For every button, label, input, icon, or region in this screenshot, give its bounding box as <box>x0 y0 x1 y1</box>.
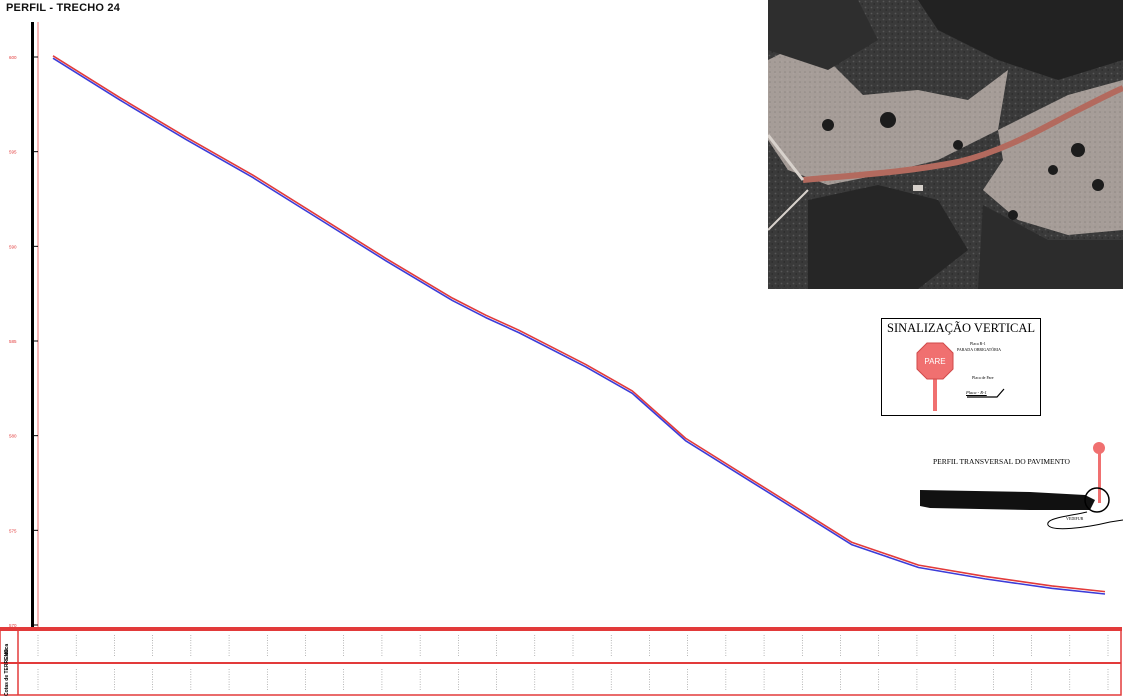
stop-sign-text: PARE <box>924 357 945 366</box>
profile-data-table <box>0 627 1122 696</box>
signal-legend-title: SINALIZAÇÃO VERTICAL <box>887 321 1035 335</box>
y-tick-label: 600 <box>9 55 17 60</box>
y-axis-ticks: 600 595 590 585 580 575 570 <box>9 55 38 628</box>
signal-legend-sub2: PARADA OBRIGATÓRIA <box>957 347 1001 352</box>
signal-legend-sub3: Placa de Pare <box>972 375 994 380</box>
y-axis-bar <box>31 22 34 627</box>
table-row-label-cotas: Cotas de TERRENO <box>4 649 10 696</box>
signal-legend-sub4: Placa - R-1 <box>966 390 987 395</box>
profile-title: PERFIL - TRECHO 24 <box>6 2 121 14</box>
y-tick-label: 580 <box>9 434 17 439</box>
y-tick-label: 585 <box>9 339 17 344</box>
signal-legend-sub1: Placa R-1 <box>970 341 986 346</box>
pavement-sub-label: VEDIFUR <box>1066 516 1084 521</box>
profile-lines <box>52 55 1106 595</box>
y-tick-label: 570 <box>9 623 17 628</box>
y-tick-label: 595 <box>9 150 17 155</box>
profile-line-lower <box>52 57 1106 595</box>
pavement-cross-section <box>920 442 1123 530</box>
y-tick-label: 590 <box>9 244 17 249</box>
aerial-photo <box>768 0 1123 289</box>
stop-sign-graphic: PARE <box>916 342 1005 411</box>
pavement-title: PERFIL TRANSVERSAL DO PAVIMENTO <box>933 457 1070 466</box>
table-columns <box>37 635 1109 691</box>
profile-line-upper <box>52 55 1106 593</box>
y-tick-label: 575 <box>9 528 17 533</box>
signal-legend: PARE SINALIZAÇÃO VERTICAL Placa R-1 PARA… <box>881 318 1041 416</box>
